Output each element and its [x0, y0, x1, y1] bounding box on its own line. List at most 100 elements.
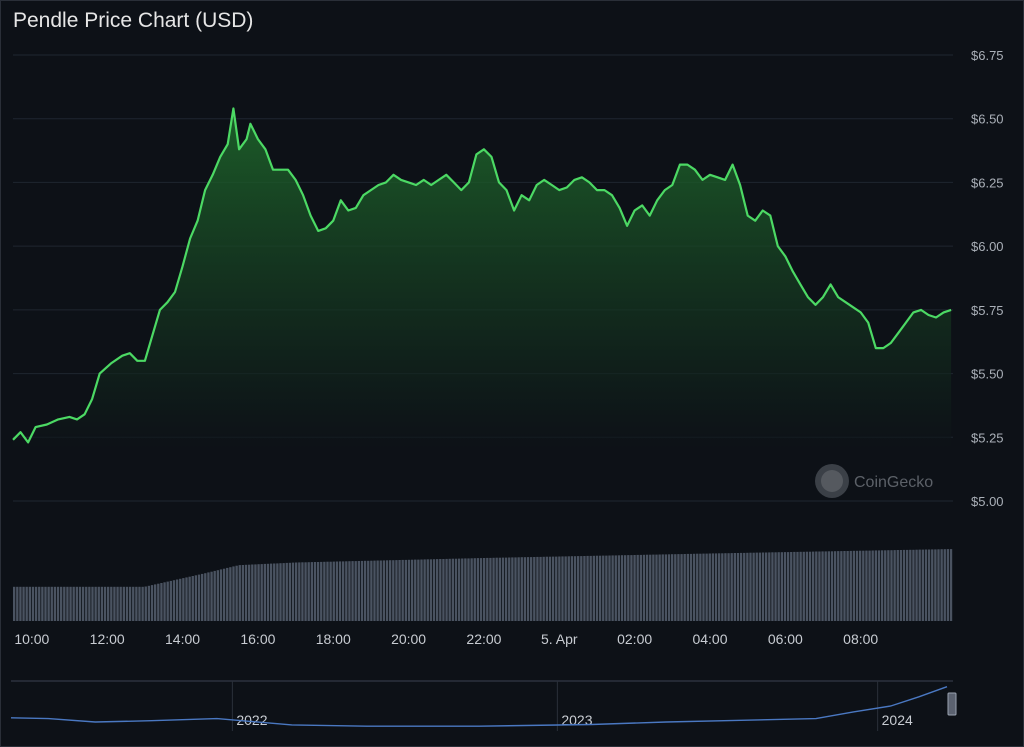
volume-bar [273, 563, 276, 621]
x-tick-label: 16:00 [240, 631, 275, 647]
volume-bar [216, 570, 219, 621]
price-line [12, 107, 952, 444]
volume-bar [420, 559, 423, 621]
volume-bar [545, 556, 548, 621]
volume-bar [392, 560, 395, 621]
volume-bar [508, 557, 511, 621]
volume-bar [573, 556, 577, 621]
volume-bar [645, 554, 649, 621]
volume-bar [88, 586, 91, 621]
volume-bar [570, 556, 574, 621]
volume-bar [636, 554, 639, 621]
volume-bar [429, 559, 433, 621]
volume-bar [724, 553, 727, 621]
volume-bar [824, 551, 827, 621]
volume-bar [78, 586, 82, 621]
range-navigator[interactable]: 2022 2023 2024 [10, 680, 957, 731]
volume-bar [577, 556, 580, 621]
volume-bar [395, 560, 398, 621]
volume-bar [489, 557, 492, 621]
volume-bar [69, 586, 72, 621]
x-tick-label: 18:00 [316, 631, 351, 647]
volume-bar [335, 561, 339, 621]
volume-bar [555, 556, 558, 621]
volume-bar [921, 549, 924, 621]
volume-bar [63, 586, 66, 621]
volume-bar [107, 586, 110, 621]
volume-bar [229, 567, 232, 621]
volume-bar [840, 551, 843, 621]
volume-bar [530, 557, 533, 621]
volume-bar [620, 555, 624, 621]
volume-bar [451, 558, 454, 621]
volume-bar [310, 562, 313, 621]
volume-bar [708, 553, 711, 621]
volume-bar [103, 586, 107, 621]
volume-bar [457, 558, 461, 621]
x-axis: 10:00 12:00 14:00 16:00 18:00 20:00 22:00 5. Ap… [14, 631, 878, 647]
volume-bar [16, 586, 19, 621]
volume-bar [448, 558, 451, 621]
volume-bar [363, 560, 367, 621]
volume-bar [34, 586, 38, 621]
volume-bar [846, 551, 849, 621]
volume-bar [658, 554, 661, 621]
volume-bar [248, 564, 251, 621]
volume-bar [135, 586, 138, 621]
volume-bar [91, 586, 94, 621]
volume-bar [739, 552, 743, 621]
volume-bar [755, 552, 758, 621]
volume-bar [830, 551, 834, 621]
volume-bars [13, 549, 953, 621]
volume-bar [520, 557, 523, 621]
volume-bar [786, 552, 790, 621]
watermark-text: CoinGecko [854, 474, 933, 491]
volume-bar [902, 549, 906, 621]
navigator-year-label: 2022 [236, 712, 267, 728]
x-tick-label: 22:00 [466, 631, 501, 647]
navigator-handle[interactable] [947, 692, 957, 716]
volume-bar [736, 553, 740, 621]
volume-bar [345, 561, 348, 621]
volume-bar [689, 553, 693, 621]
volume-bar [75, 586, 78, 621]
y-tick-label: $5.50 [971, 367, 1004, 382]
volume-bar [298, 562, 301, 621]
volume-bar [445, 558, 448, 621]
volume-bar [758, 552, 762, 621]
volume-bar [376, 560, 379, 621]
volume-bar [342, 561, 345, 621]
volume-bar [360, 560, 364, 621]
volume-bar [304, 562, 307, 621]
volume-bar [147, 585, 151, 621]
volume-bar [382, 560, 386, 621]
volume-bar [727, 553, 730, 621]
volume-bar [896, 550, 899, 621]
volume-bar [526, 557, 530, 621]
volume-bar [72, 586, 75, 621]
volume-bar [307, 562, 310, 621]
x-tick-label: 10:00 [14, 631, 49, 647]
volume-bar [934, 549, 937, 621]
volume-bar [357, 561, 360, 621]
volume-bar [586, 555, 589, 621]
volume-bar [642, 554, 646, 621]
volume-bar [182, 578, 185, 621]
volume-bar [166, 581, 169, 621]
volume-bar [285, 562, 288, 621]
volume-bar [702, 553, 705, 621]
volume-bar [893, 550, 896, 621]
volume-bar [504, 557, 508, 621]
volume-bar [348, 561, 351, 621]
volume-bar [937, 549, 940, 621]
volume-bar [949, 549, 953, 621]
volume-bar [765, 552, 768, 621]
volume-bar [514, 557, 517, 621]
y-axis: $6.75 $6.50 $6.25 $6.00 $5.75 $5.50 $5.25 $5.00 [971, 48, 1004, 509]
volume-bar [323, 561, 326, 621]
volume-bar [407, 559, 411, 621]
volume-bar [175, 579, 179, 621]
x-tick-label: 08:00 [843, 631, 878, 647]
volume-bar [927, 549, 931, 621]
